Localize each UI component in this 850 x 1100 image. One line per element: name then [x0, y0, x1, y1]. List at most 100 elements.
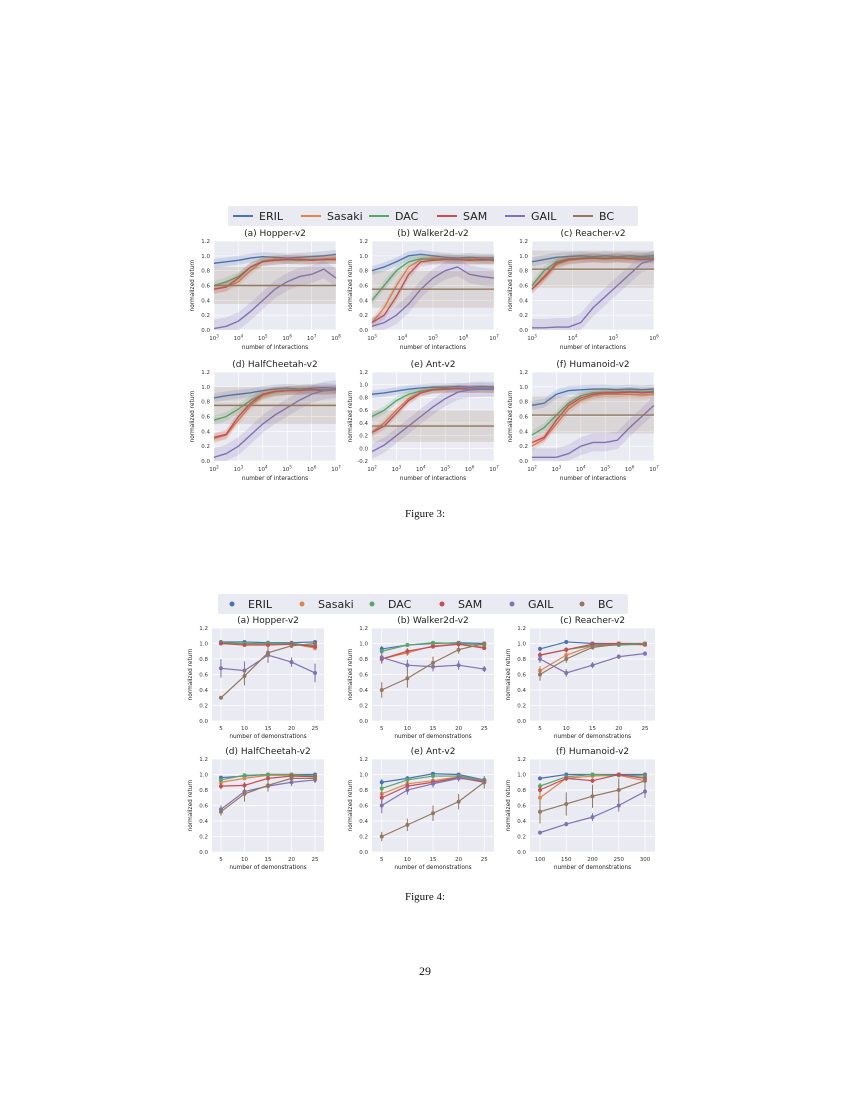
series-bc-point	[590, 645, 595, 650]
y-tick-label: 0.8	[199, 657, 208, 663]
y-tick-label: 1.2	[199, 757, 208, 763]
x-axis-label: number of demonstrations	[229, 865, 306, 871]
series-eril-line	[371, 385, 495, 395]
x-tick-label: 25	[481, 857, 488, 863]
series-sam-point	[266, 776, 270, 781]
series-bc-point	[456, 799, 461, 804]
y-tick-label: 1.0	[359, 254, 368, 260]
y-axis-label: normalized return	[188, 648, 194, 700]
series-gail-point	[590, 815, 595, 820]
x-tick-label: 25	[312, 726, 319, 732]
y-tick-label: 0.4	[359, 688, 368, 694]
y-tick-label: 0.8	[201, 400, 210, 406]
y-tick-label: 0.8	[519, 400, 528, 406]
legend-label-eril: ERIL	[259, 210, 284, 223]
chart-fig4-b-walker2d-v2: 0.0 0.2 0.4 0.6 0.8 1.0 1.2 5 10 15 20 25 (b) Walker…	[348, 616, 494, 740]
series-gail-point	[590, 663, 595, 668]
x-tick-label: 106	[307, 465, 317, 474]
x-tick-label: 5	[219, 857, 223, 863]
series-sam-point	[218, 784, 223, 789]
y-tick-label: 0.0	[201, 328, 210, 334]
series-sam-point	[564, 647, 569, 652]
series-gail-point	[431, 781, 435, 786]
series-gail-point	[379, 655, 384, 660]
y-axis-label: normalized return	[190, 390, 196, 442]
y-tick-label: 0.2	[199, 835, 208, 841]
series-sam-line	[213, 258, 336, 290]
y-tick-label: 0.0	[201, 459, 210, 465]
y-tick-label: 0.2	[519, 313, 528, 319]
series-gail-line	[532, 258, 655, 329]
series-gail-line	[213, 268, 337, 330]
series-sasaki-band	[372, 253, 494, 328]
y-tick-label: 1.0	[201, 385, 210, 391]
chart-fig3-c-reacher-v2: 0.0 0.2 0.4 0.6 0.8 1.0 1.2 103 104 105 106 (c) Rea…	[508, 229, 659, 351]
x-tick-label: 103	[552, 465, 562, 474]
y-axis-label: normalized return	[348, 259, 354, 311]
y-axis-label: normalized return	[190, 259, 196, 311]
x-tick-label: 20	[455, 726, 462, 732]
y-tick-label: 0.4	[201, 298, 210, 304]
y-tick-label: 0.6	[199, 673, 208, 679]
legend-marker-eril	[229, 601, 235, 607]
y-tick-label: 1.0	[359, 383, 368, 389]
y-tick-label: 0.0	[359, 850, 368, 856]
series-eril-band	[214, 383, 336, 403]
series-sasaki-band	[532, 253, 654, 294]
series-bc-point	[616, 788, 621, 792]
series-dac-band	[532, 252, 654, 290]
figure-3-legend: ERIL Sasaki DAC SAM GAIL BC	[228, 206, 638, 226]
series-gail-point	[456, 663, 461, 668]
series-dac-point	[405, 643, 410, 648]
legend-label-dac: DAC	[388, 598, 412, 611]
y-tick-label: 0.0	[517, 850, 526, 856]
series-bc-point	[266, 650, 270, 655]
chart-fig3-a-hopper-v2: 0.0 0.2 0.4 0.6 0.8 1.0 1.2 103 104 105 106 107 108 (…	[190, 229, 341, 351]
y-tick-label: 1.0	[201, 254, 210, 260]
series-sam-band	[372, 255, 494, 328]
chart-title: (f) Humanoid-v2	[556, 360, 629, 370]
x-tick-label: 5	[380, 857, 384, 863]
series-bc-point	[379, 834, 384, 839]
series-sasaki-point	[538, 795, 542, 800]
x-tick-label: 107	[331, 465, 341, 474]
series-gail-point	[643, 789, 647, 794]
legend-label-gail: GAIL	[531, 210, 557, 223]
series-eril-band	[532, 384, 654, 410]
y-tick-label: 1.2	[519, 370, 528, 376]
series-bc-point	[242, 791, 247, 796]
series-sam-point	[218, 641, 223, 646]
series-sasaki-line	[531, 393, 655, 447]
x-tick-label: 107	[489, 334, 499, 343]
series-gail-line	[371, 388, 494, 453]
x-tick-label: 200	[587, 857, 598, 863]
y-axis-label: normalized return	[348, 648, 354, 700]
y-tick-label: 0.2	[517, 704, 526, 710]
series-gail-point	[218, 666, 223, 671]
y-tick-label: 0.6	[519, 415, 528, 421]
series-gail-point	[482, 667, 487, 672]
series-bc-point	[616, 642, 621, 647]
legend-label-dac: DAC	[395, 210, 419, 223]
series-sam-point	[456, 642, 461, 647]
series-sam-point	[242, 643, 247, 648]
chart-title: (b) Walker2d-v2	[397, 229, 469, 239]
series-bc-point	[564, 801, 569, 806]
x-tick-label: 104	[568, 334, 578, 343]
y-tick-label: 0.0	[359, 719, 368, 725]
x-tick-label: 105	[609, 334, 619, 343]
y-tick-label: -0.2	[357, 459, 368, 465]
x-tick-label: 105	[600, 465, 610, 474]
x-tick-label: 103	[392, 465, 402, 474]
x-tick-label: 10	[563, 726, 570, 732]
x-tick-label: 150	[561, 857, 572, 863]
series-sam-point	[590, 642, 595, 647]
y-tick-label: 0.0	[519, 328, 528, 334]
series-sasaki-point	[242, 776, 247, 781]
series-bc-point	[643, 641, 647, 646]
y-tick-label: 0.4	[517, 688, 526, 694]
series-sam-point	[564, 776, 569, 781]
x-tick-label: 10	[241, 726, 248, 732]
series-eril-line	[213, 253, 337, 264]
